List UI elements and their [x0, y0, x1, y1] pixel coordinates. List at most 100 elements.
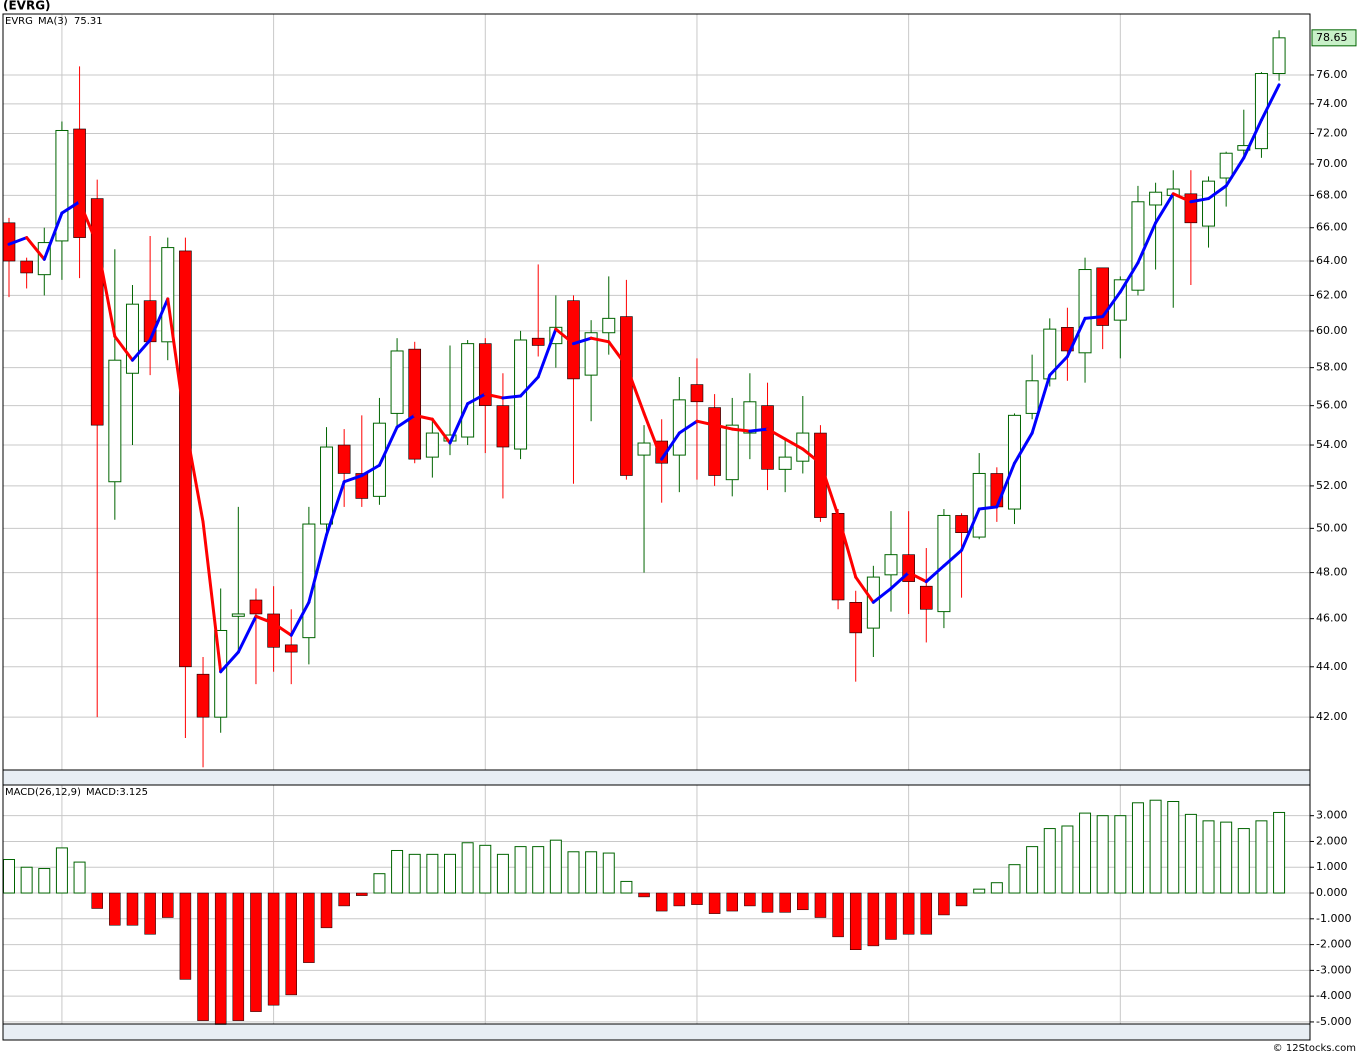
y-tick-label: 46.00: [1316, 612, 1348, 625]
macd-bar: [73, 861, 86, 894]
macd-bar: [232, 892, 245, 1021]
candle-body: [602, 317, 616, 334]
ma-segment: [78, 200, 99, 246]
ma-segment: [60, 200, 82, 215]
candle-body: [955, 515, 968, 534]
candle-body: [937, 514, 951, 613]
footer: © 12Stocks.com: [1273, 1043, 1356, 1054]
ma-segment: [342, 474, 364, 484]
macd-bar: [91, 892, 103, 909]
ma-segment: [272, 621, 293, 637]
macd-bar: [708, 892, 721, 914]
macd-bar: [179, 892, 192, 980]
ma-segment: [466, 392, 487, 406]
ma-segment: [589, 336, 611, 344]
macd-bar: [1008, 864, 1021, 894]
macd-bar: [973, 888, 986, 894]
candle-body: [1025, 380, 1039, 414]
macd-bar: [638, 892, 650, 898]
macd-value: MACD:3.125: [86, 787, 148, 798]
candle-body: [1272, 37, 1286, 75]
y-tick-label: 60.00: [1316, 324, 1348, 337]
macd-bar: [849, 892, 862, 950]
ma-segment: [854, 575, 875, 604]
macd-bar: [285, 892, 297, 996]
ma-segment: [1224, 156, 1246, 188]
candle-body: [267, 613, 280, 648]
y-tick-label: 74.00: [1316, 97, 1348, 110]
macd-title: MACD(26,12,9): [5, 787, 81, 798]
ma-segment: [677, 419, 699, 435]
y-tick-label: 48.00: [1316, 566, 1348, 579]
ma-segment: [7, 236, 29, 246]
candle-body: [478, 343, 492, 406]
ma-segment: [1030, 373, 1052, 435]
ma-segment: [642, 411, 664, 461]
ma-segment: [42, 211, 64, 261]
macd-bar: [514, 846, 527, 894]
macd-bar: [585, 851, 598, 894]
panel-border: [2, 13, 1311, 771]
macd-bar: [20, 866, 33, 894]
candle-body: [55, 129, 69, 242]
y-tick-label: 3.000: [1316, 809, 1348, 822]
ma-segment: [748, 427, 770, 433]
ma-segment: [660, 431, 681, 461]
macd-bar: [691, 892, 703, 905]
macd-bar: [444, 853, 456, 894]
y-tick-label: -5.000: [1316, 1015, 1351, 1028]
ma-segment: [377, 425, 399, 467]
ma-segment: [624, 364, 646, 415]
macd-bar: [779, 892, 791, 913]
ma-segment: [924, 564, 946, 584]
macd-bar: [620, 880, 633, 894]
macd-bar: [955, 892, 968, 907]
candle-body: [372, 422, 386, 497]
ma-segment: [448, 402, 470, 445]
y-tick-label: 66.00: [1316, 221, 1348, 234]
macd-bar: [990, 882, 1003, 894]
y-tick-label: 1.000: [1316, 860, 1348, 873]
y-tick-label: -3.000: [1316, 963, 1351, 976]
macd-bar: [920, 892, 933, 935]
macd-bar: [1167, 801, 1180, 894]
ma-segment: [907, 571, 928, 584]
candle-body: [690, 384, 704, 403]
candle-body: [814, 432, 827, 518]
y-tick-label: 50.00: [1316, 521, 1348, 534]
macd-bar: [655, 892, 668, 912]
ma-segment: [1171, 192, 1193, 204]
ma-segment: [166, 297, 187, 427]
macd-bar: [373, 873, 386, 894]
ma-segment: [501, 394, 523, 400]
ma-segment: [818, 461, 840, 517]
macd-bar: [532, 846, 545, 894]
y-tick-label: 42.00: [1316, 710, 1348, 723]
y-tick-label: 56.00: [1316, 399, 1348, 412]
candle-body: [408, 348, 422, 460]
y-tick-label: 2.000: [1316, 834, 1348, 847]
macd-bar: [1114, 815, 1127, 894]
candle-body: [1219, 152, 1233, 179]
macd-bar: [214, 892, 227, 1025]
ma-segment: [395, 413, 417, 429]
date-strip: [2, 1023, 1311, 1041]
macd-bar: [885, 892, 897, 940]
candle-body: [355, 473, 369, 499]
candle-body: [320, 446, 334, 525]
ma-segment: [519, 375, 540, 398]
macd-bar: [832, 892, 844, 938]
legend-ma-name: MA(3): [38, 16, 68, 27]
ma-segment: [430, 417, 452, 445]
macd-bar: [1149, 799, 1162, 894]
candle-body: [179, 250, 192, 668]
page-title: (EVRG): [3, 0, 51, 13]
candle-body: [125, 303, 139, 374]
candle-body: [73, 128, 86, 238]
candle-body: [990, 473, 1004, 508]
ma-segment: [607, 340, 628, 368]
y-tick-label: -4.000: [1316, 989, 1351, 1002]
macd-bar: [109, 892, 121, 926]
candle-body: [390, 350, 404, 414]
candle-body: [425, 432, 439, 458]
